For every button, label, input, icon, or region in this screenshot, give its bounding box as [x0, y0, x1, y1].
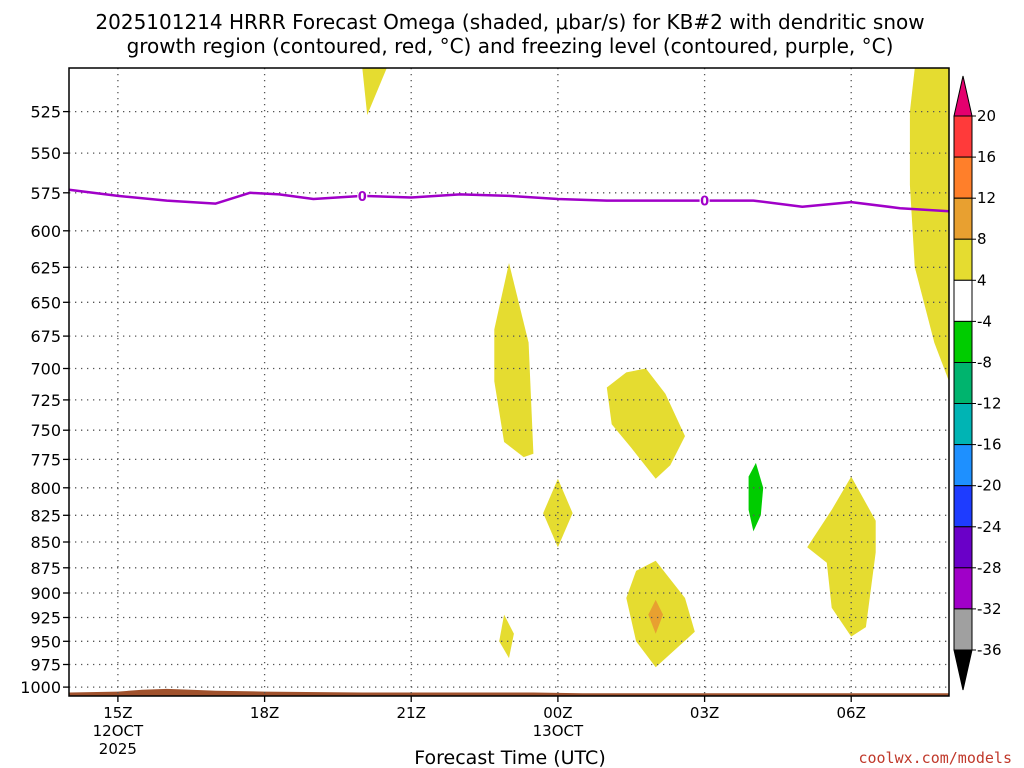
- y-tick-label-3: 600: [30, 222, 61, 241]
- omega-region-0: [362, 68, 387, 115]
- colorbar-segment-0: [953, 115, 973, 158]
- colorbar-label-3: 8: [977, 230, 987, 248]
- x-tick-label-5: 06Z: [837, 704, 866, 722]
- y-axis-pressure: 525 550 575 600 625 650 675 700 725 750 775 800 825 8…: [20, 103, 69, 697]
- colorbar-top-arrow: [953, 75, 973, 117]
- colorbar-label-13: -36: [977, 641, 1002, 659]
- freezing-level-label-1: 0: [700, 195, 709, 210]
- colorbar-label-11: -28: [977, 559, 1002, 577]
- chart-title-line-2: growth region (contoured, red, °C) and f…: [127, 34, 894, 58]
- colorbar-label-8: -16: [977, 436, 1002, 454]
- colorbar-segment-9: [953, 485, 973, 528]
- x-tick-label-4: 03Z: [690, 704, 719, 722]
- colorbar-label-7: -12: [977, 395, 1002, 413]
- y-tick-label-10: 775: [30, 450, 61, 469]
- y-tick-label-14: 875: [30, 559, 61, 578]
- colorbar-label-5: -4: [977, 312, 992, 330]
- colorbar-label-9: -20: [977, 477, 1002, 495]
- colorbar-bottom-arrow: [953, 649, 973, 691]
- omega-region-7: [909, 68, 949, 382]
- colorbar-segment-7: [953, 403, 973, 446]
- y-tick-label-1: 550: [30, 144, 61, 163]
- y-tick-label-2: 575: [30, 184, 61, 203]
- y-tick-label-16: 925: [30, 609, 61, 628]
- credit-text: coolwx.com/models: [858, 749, 1012, 767]
- colorbar-label-4: 4: [977, 271, 987, 289]
- colorbar-label-0: 20: [977, 107, 996, 125]
- colorbar-label-1: 16: [977, 148, 996, 166]
- y-tick-label-12: 825: [30, 506, 61, 525]
- omega-region-9: [748, 462, 764, 532]
- y-tick-label-17: 950: [30, 632, 61, 651]
- y-tick-label-13: 850: [30, 533, 61, 552]
- freezing-level-line: [68, 188, 950, 213]
- x-tick-date-0: 12OCT: [93, 722, 144, 740]
- colorbar-label-12: -32: [977, 600, 1002, 618]
- x-tick-year-0: 2025: [99, 740, 137, 758]
- omega-region-2: [606, 368, 685, 479]
- x-tick-label-2: 21Z: [397, 704, 426, 722]
- omega-region-6: [807, 476, 876, 637]
- freezing-level-label-0: 0: [358, 190, 367, 205]
- chart-title-line-1: 2025101214 HRRR Forecast Omega (shaded, …: [95, 10, 924, 34]
- colorbar-segment-10: [953, 526, 973, 569]
- plot-frame: [68, 67, 950, 697]
- y-tick-label-19: 1000: [20, 678, 61, 697]
- colorbar-segment-5: [953, 320, 973, 363]
- colorbar-segment-1: [953, 156, 973, 199]
- x-tick-date-3: 13OCT: [533, 722, 584, 740]
- freezing-label-bg-1: [699, 193, 710, 208]
- colorbar-segment-2: [953, 197, 973, 240]
- colorbar-label-10: -24: [977, 518, 1002, 536]
- colorbar-segment-12: [953, 608, 973, 651]
- y-tick-label-6: 675: [30, 327, 61, 346]
- y-tick-label-9: 750: [30, 421, 61, 440]
- x-tick-label-3: 00Z: [543, 704, 572, 722]
- y-tick-label-8: 725: [30, 391, 61, 410]
- colorbar-segment-4: [953, 279, 973, 322]
- x-axis-label: Forecast Time (UTC): [414, 747, 605, 768]
- omega-region-8: [648, 599, 663, 634]
- colorbar-segment-8: [953, 444, 973, 487]
- x-tick-label-1: 18Z: [250, 704, 279, 722]
- omega-region-5: [499, 614, 514, 659]
- colorbar-label-2: 12: [977, 189, 996, 207]
- colorbar-segment-6: [953, 362, 973, 405]
- y-tick-label-7: 700: [30, 360, 61, 379]
- y-tick-label-0: 525: [30, 103, 61, 122]
- y-tick-label-18: 975: [30, 656, 61, 675]
- x-tick-label-0: 15Z: [103, 704, 132, 722]
- freezing-label-bg-0: [357, 188, 368, 203]
- colorbar-segment-11: [953, 567, 973, 610]
- omega-shading-layer: [69, 68, 949, 696]
- y-tick-label-5: 650: [30, 293, 61, 312]
- colorbar-segment-3: [953, 238, 973, 281]
- y-tick-label-11: 800: [30, 479, 61, 498]
- colorbar-label-6: -8: [977, 354, 992, 372]
- y-tick-label-4: 625: [30, 258, 61, 277]
- omega-colorbar: 20 16 12 8 4 -4 -8 -12 -16 -20 -24 -28 -32 -36: [953, 75, 1002, 691]
- terrain-fill: [69, 688, 949, 696]
- y-tick-label-15: 900: [30, 584, 61, 603]
- omega-region-1: [494, 263, 534, 458]
